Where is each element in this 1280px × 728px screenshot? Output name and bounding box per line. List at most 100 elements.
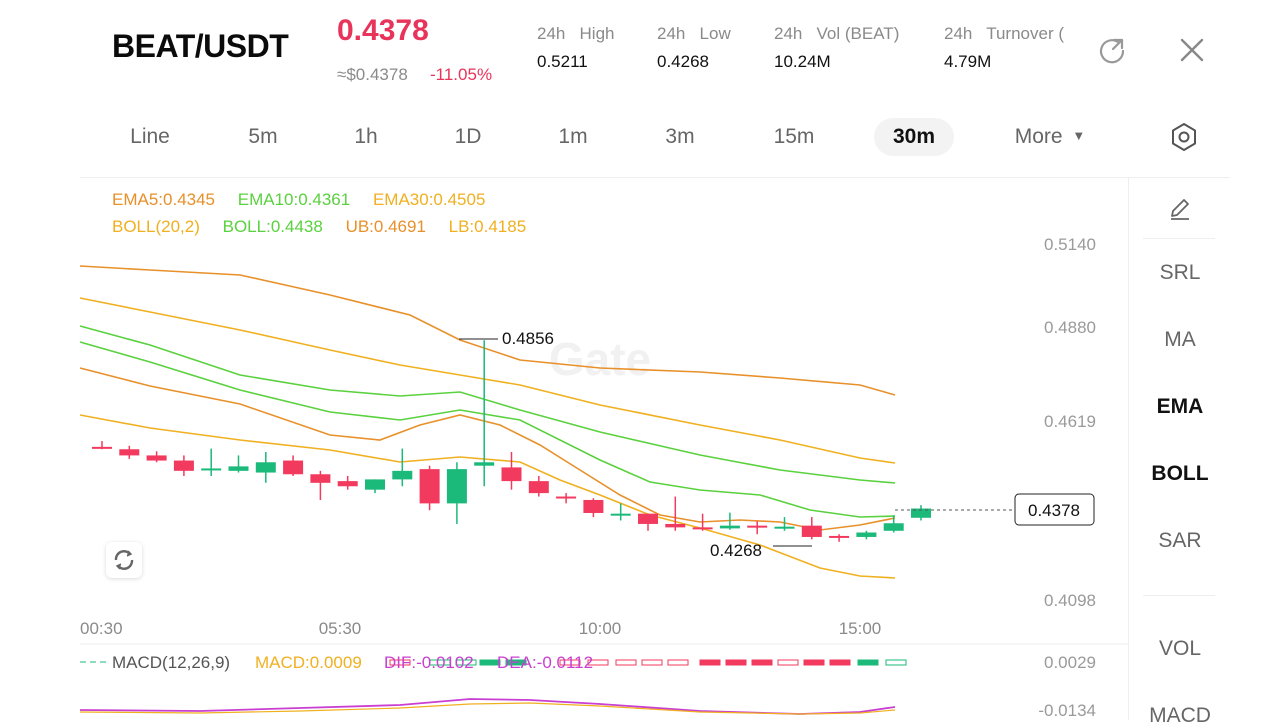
low-annotation: 0.4268 [710,541,762,560]
candle-down [173,460,194,471]
candle-up [474,462,495,466]
candle-up [856,532,877,537]
macd-histogram-bar [803,659,825,666]
tab-1h[interactable]: 1h [354,125,378,148]
tab-1m[interactable]: 1m [558,125,588,148]
macd-histogram-bar [857,659,879,666]
stat-low-value: 0.4268 [657,52,709,71]
macd-histogram [389,659,907,666]
settings-hexagon-icon[interactable] [1168,121,1200,153]
stat-turnover-label: 24h Turnover ( [944,24,1065,43]
pair-title: BEAT/USDT [112,28,289,64]
candlestick-chart[interactable]: Gate 0.5140 0.4880 0.4619 0.4098 0.4856 … [0,0,1128,720]
candle-up [774,526,795,529]
sidebar-item-sar[interactable]: SAR [1158,529,1202,552]
sidebar-item-vol[interactable]: VOL [1158,637,1202,660]
tab-30m[interactable]: 30m [874,118,954,156]
current-price-tag [1014,493,1095,526]
candle-down [692,527,713,530]
candle-up [719,525,740,529]
macd-histogram-bar [751,659,773,666]
candle-down [665,523,686,528]
caret-down-icon: ▼ [1072,128,1086,143]
sidebar-divider [1143,238,1215,239]
macd-histogram-bar [429,659,451,666]
tab-1d[interactable]: 1D [454,125,482,148]
candle-up [446,469,467,504]
share-icon[interactable] [1096,34,1128,66]
watermark-logo: Gate [549,333,651,385]
price-change: -11.05% [430,65,493,84]
macd-histogram-bar [455,659,477,666]
legend-ema10: EMA10:0.4361 [237,190,351,209]
candle-up [365,479,385,490]
candle-up [610,513,631,516]
indicator-sidebar [1128,178,1233,720]
boll-upper-line [79,265,896,396]
candle-up [228,466,249,471]
tab-more-label: More [1014,125,1063,148]
macd-params: MACD(12,26,9) [112,653,230,672]
macd-histogram-bar [885,659,907,666]
boll-lower-line [79,414,896,579]
macd-dea-line [79,702,896,715]
candle-down [146,455,167,461]
tab-line[interactable]: Line [130,125,170,148]
macd-histogram-bar [505,659,527,666]
sidebar-item-ema[interactable]: EMA [1156,395,1204,418]
toolbar-divider [80,177,1230,178]
legend-boll-params: BOLL(20,2) [112,217,200,236]
candle-down [801,525,822,537]
macd-histogram-bar [667,659,689,666]
refresh-icon [114,550,134,570]
candle-down [747,525,768,528]
x-axis-label: 10:00 [579,619,622,638]
legend-lb: LB:0.4185 [448,217,527,236]
reset-chart-button[interactable] [106,542,142,578]
stat-high-label: 24h High [537,24,615,43]
macd-histogram-bar [587,659,609,666]
candle-up [392,470,413,480]
candles-group [92,340,931,542]
pencil-draw-icon[interactable] [1165,194,1195,224]
candle-down [638,513,658,524]
candle-down [556,496,577,499]
sidebar-item-macd[interactable]: MACD [1149,704,1211,727]
sidebar-item-ma[interactable]: MA [1164,328,1196,351]
tab-3m[interactable]: 3m [665,125,695,148]
sidebar-item-srl[interactable]: SRL [1159,261,1201,284]
stat-volume-label: 24h Vol (BEAT) [774,24,900,43]
macd-dif: DIF:-0.0102 [384,653,474,672]
macd-histogram-bar [699,659,721,666]
stat-turnover: 24h Turnover ( 4.79M [944,24,1090,72]
candle-down [283,460,304,475]
tab-15m[interactable]: 15m [773,125,815,148]
candle-up [883,523,904,531]
ema10-line [79,325,896,484]
tab-more[interactable]: More ▼ [1004,118,1096,156]
macd-histogram-bar [725,659,747,666]
stat-turnover-value: 4.79M [944,52,992,71]
macd-histogram-bar [641,659,663,666]
ema30-line [79,297,896,464]
sidebar-item-boll[interactable]: BOLL [1151,462,1209,485]
stat-high: 24h High 0.5211 [537,24,615,72]
macd-histogram-bar [389,659,411,666]
stat-volume-value: 10.24M [774,52,831,71]
candle-down [501,467,522,482]
candle-down [419,469,440,504]
stat-low-label: 24h Low [657,24,731,43]
current-price-label: 0.4378 [1028,501,1080,520]
y-axis-label: 0.4619 [1044,412,1096,431]
x-axis-label: 15:00 [839,619,882,638]
close-icon[interactable] [1178,36,1206,64]
macd-axis-top: 0.0029 [1044,653,1096,672]
legend-ema5: EMA5:0.4345 [112,190,216,209]
candle-down [310,474,331,483]
macd-histogram-bar [615,659,637,666]
candle-up [201,468,222,471]
stat-volume: 24h Vol (BEAT) 10.24M [774,24,899,72]
y-axis-label: 0.5140 [1044,235,1096,254]
stat-high-value: 0.5211 [537,52,588,71]
tab-5m[interactable]: 5m [248,125,278,148]
